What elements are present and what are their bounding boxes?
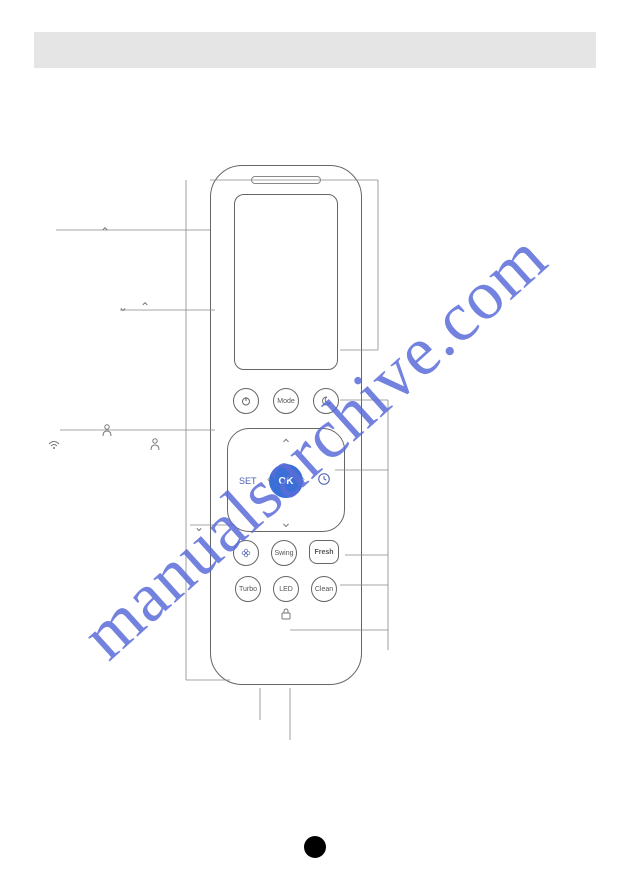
down-glyph-2: ⌄ <box>194 520 204 534</box>
button-row-2: Swing Fresh <box>233 540 339 566</box>
power-button[interactable] <box>233 388 259 414</box>
page-number <box>304 836 326 858</box>
mode-label: Mode <box>277 398 295 405</box>
set-button[interactable]: SET <box>239 476 257 486</box>
turbo-label: Turbo <box>239 586 257 593</box>
lock-icon <box>281 608 291 623</box>
clean-button[interactable]: Clean <box>311 576 337 602</box>
wifi-icon <box>48 440 60 453</box>
header-bar <box>34 32 596 68</box>
up-glyph-2: ⌃ <box>140 300 150 314</box>
display-screen <box>234 194 338 370</box>
led-label: LED <box>279 586 293 593</box>
ok-button[interactable]: OK <box>269 464 303 498</box>
fan-button[interactable] <box>233 540 259 566</box>
fan-icon <box>240 547 252 559</box>
power-icon <box>240 395 252 407</box>
ir-window <box>251 176 321 184</box>
button-row-1: Mode <box>233 388 339 414</box>
swing-button[interactable]: Swing <box>271 540 297 566</box>
clock-icon <box>317 472 331 486</box>
button-row-3: Turbo LED Clean <box>235 576 337 602</box>
timer-button[interactable] <box>317 472 331 488</box>
temp-down-button[interactable]: ⌄ <box>280 514 292 531</box>
turbo-button[interactable]: Turbo <box>235 576 261 602</box>
temp-up-button[interactable]: ⌃ <box>280 436 292 453</box>
moon-icon <box>320 395 332 407</box>
fresh-label: Fresh <box>314 549 333 556</box>
swing-label: Swing <box>274 550 293 557</box>
person-icon-1 <box>102 424 112 440</box>
person-icon-2 <box>150 438 160 454</box>
fresh-button[interactable]: Fresh <box>309 540 339 564</box>
sleep-button[interactable] <box>313 388 339 414</box>
clean-label: Clean <box>315 586 333 593</box>
mode-button[interactable]: Mode <box>273 388 299 414</box>
up-glyph: ⌃ <box>100 225 110 239</box>
remote-body: Mode ⌃ ⌄ ‹ › SET OK Swing Fresh Turbo LE… <box>210 165 362 685</box>
led-button[interactable]: LED <box>273 576 299 602</box>
down-glyph-1: ⌄ <box>118 300 128 314</box>
